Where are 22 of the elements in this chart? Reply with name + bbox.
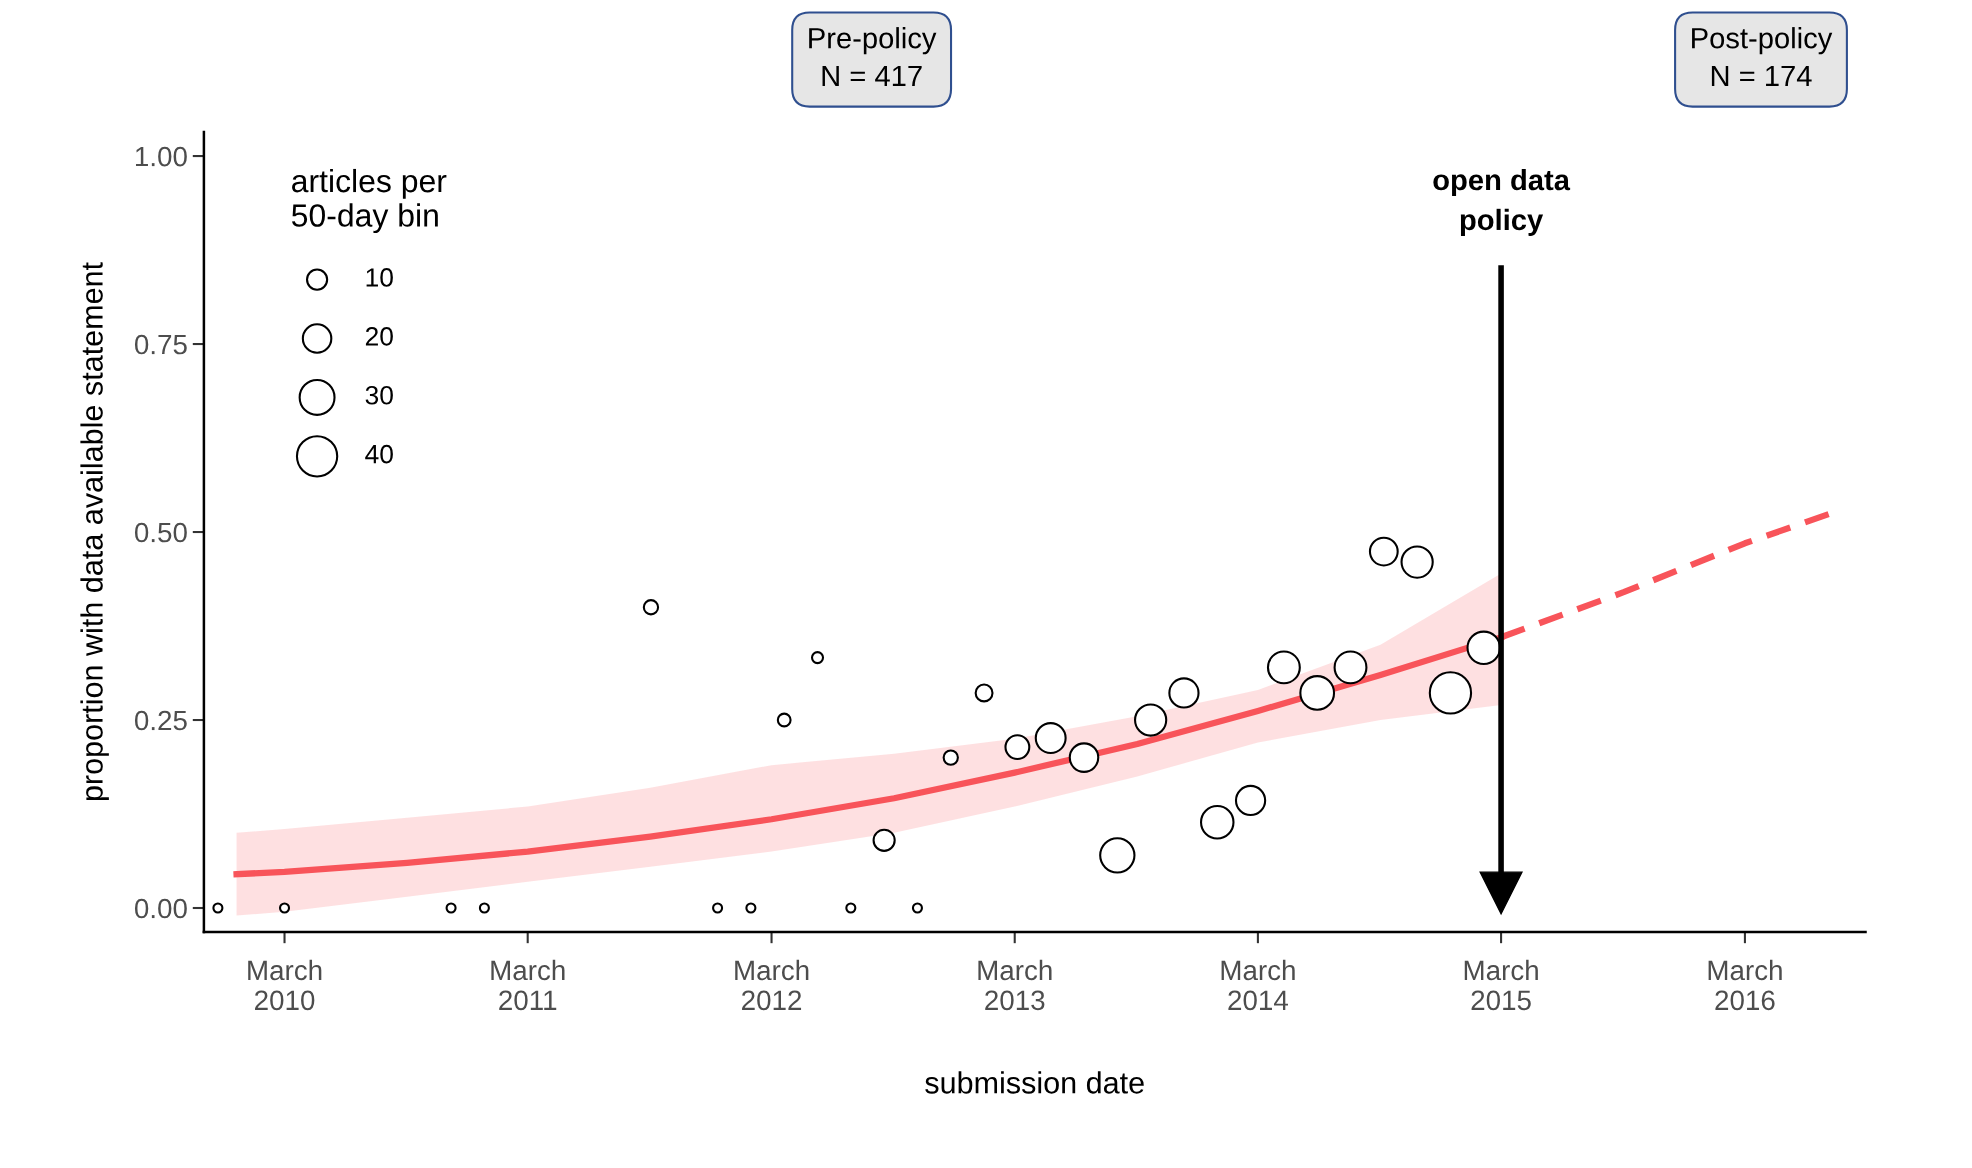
text: Pre-policy N = 417 [809,27,937,86]
x-tick-label: March 2014 [1221,959,1295,1011]
text: Post-policy N = 174 [1692,27,1833,86]
y-tick-label: 0.75 [134,334,187,355]
legend-label: 20 [365,327,393,346]
x-tick-label: March 2016 [1708,959,1782,1011]
x-tick-label: March 2012 [735,959,809,1011]
x-tick-label: March 2011 [491,959,565,1011]
y-tick-label: 0.50 [134,522,187,543]
legend-label: 10 [366,268,393,287]
x-axis-title: submission date [925,1071,1144,1094]
x-tick-label: March 2015 [1464,959,1538,1011]
ref-line-label: open data policy [1433,168,1571,236]
y-axis-title: proportion with data available statement [80,262,109,801]
legend-label: 30 [365,385,393,405]
y-tick-label: 1.00 [135,146,187,167]
legend-title: articles per 50-day bin [291,168,447,234]
x-tick-label: March 2013 [978,959,1052,1011]
x-tick-label: March 2010 [248,959,322,1011]
y-tick-label: 0.25 [134,710,187,731]
y-tick-label: 0.00 [134,898,187,919]
legend-label: 40 [365,444,393,464]
